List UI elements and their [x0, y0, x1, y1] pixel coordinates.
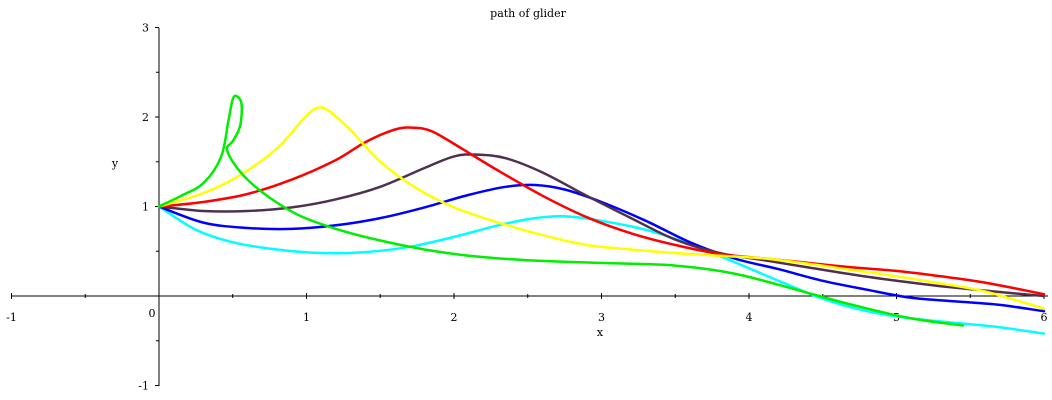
x-tick-label: 6: [1041, 311, 1048, 324]
series-line-2: [157, 183, 1046, 313]
y-tick-label: 1: [142, 201, 149, 214]
x-tick-label: 1: [303, 311, 310, 324]
x-axis-label: x: [597, 326, 604, 339]
y-tick-label: 2: [142, 111, 149, 124]
x-tick-label: -1: [6, 311, 17, 324]
y-axis-label: y: [111, 157, 119, 170]
series-line-3: [157, 153, 1046, 298]
chart-title: path of glider: [490, 7, 566, 20]
series-line-4: [157, 126, 1046, 296]
x-tick-label: 4: [746, 311, 753, 324]
series-line-5: [157, 106, 1046, 310]
y-tick-label: 3: [142, 22, 149, 35]
series-layer: [157, 94, 1046, 335]
origin-label: 0: [149, 307, 156, 320]
x-tick-label: 2: [451, 311, 458, 324]
ticks: [11, 27, 1045, 386]
y-tick-label: -1: [138, 380, 149, 393]
series-line-6: [157, 94, 965, 327]
series-line-1: [157, 205, 1046, 335]
x-tick-label: 3: [598, 311, 605, 324]
